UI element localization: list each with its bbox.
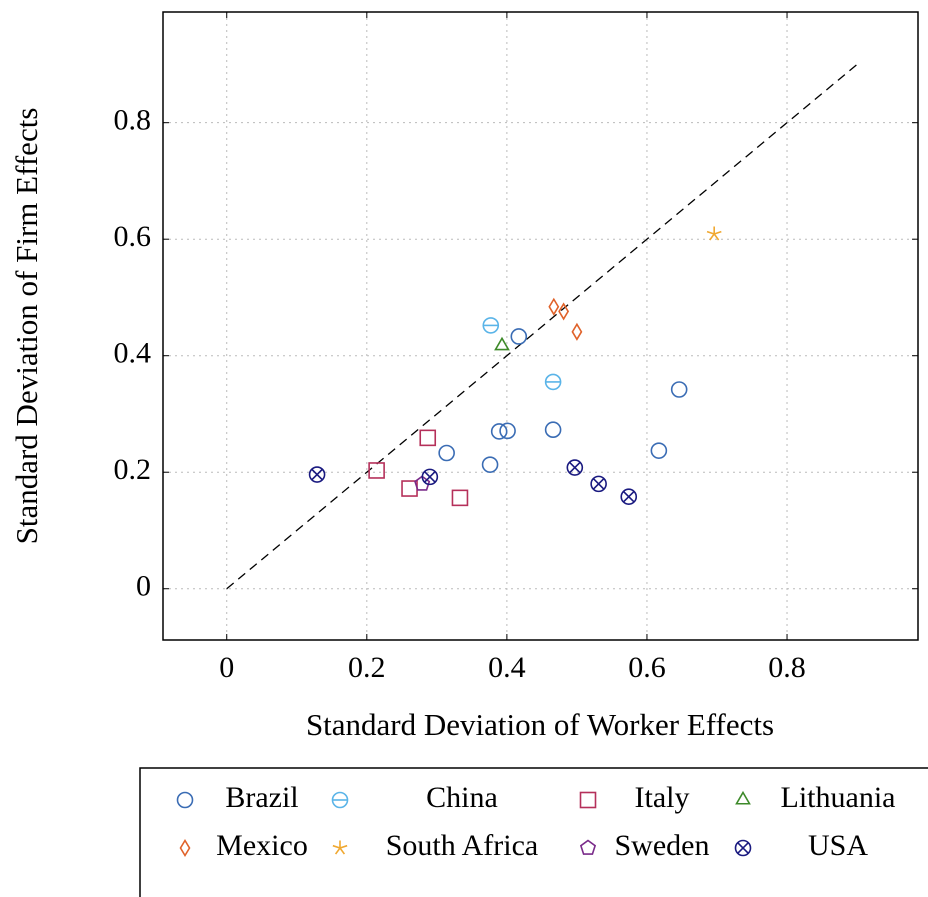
y-tick-label: 0.6 xyxy=(114,220,152,253)
data-point xyxy=(414,475,431,491)
data-point xyxy=(590,475,607,493)
legend-marker xyxy=(735,790,751,805)
x-tick-label: 0.2 xyxy=(348,651,386,684)
marker-shape xyxy=(544,421,562,438)
legend-marker xyxy=(734,839,752,857)
data-point xyxy=(544,373,562,391)
data-point xyxy=(706,226,722,241)
data-point xyxy=(499,422,516,440)
data-point xyxy=(670,381,688,398)
marker-shape xyxy=(332,840,348,855)
x-tick-label: 0.8 xyxy=(768,651,806,684)
marker-shape xyxy=(176,791,194,809)
marker-shape xyxy=(558,302,570,321)
marker-shape xyxy=(590,475,607,493)
data-point xyxy=(571,322,583,341)
marker-shape xyxy=(650,442,668,459)
legend-box xyxy=(139,767,928,897)
data-point xyxy=(451,489,469,507)
marker-shape xyxy=(566,459,584,476)
marker-shape xyxy=(568,461,581,474)
marker-shape xyxy=(311,468,323,481)
marker-shape xyxy=(494,336,510,351)
marker-shape xyxy=(579,839,597,855)
legend-marker xyxy=(579,791,597,809)
marker-shape xyxy=(548,297,560,316)
marker-shape xyxy=(419,429,437,447)
legend-label: Lithuania xyxy=(781,781,896,814)
y-axis-label: Standard Deviation of Firm Effects xyxy=(9,108,44,545)
x-tick-label: 0.6 xyxy=(628,651,666,684)
data-point xyxy=(494,336,510,351)
marker-shape xyxy=(368,462,385,479)
x-tick-label: 0 xyxy=(219,651,234,684)
y-tick-label: 0.4 xyxy=(114,337,152,370)
legend-marker xyxy=(331,791,349,809)
legend-label: Italy xyxy=(635,781,690,814)
data-point xyxy=(510,328,528,345)
legend-marker xyxy=(579,839,597,855)
data-point xyxy=(566,459,584,476)
legend-label: China xyxy=(426,781,498,814)
y-tick-label: 0.8 xyxy=(114,104,152,137)
data-point xyxy=(438,444,455,462)
marker-shape xyxy=(734,839,752,857)
marker-shape xyxy=(499,422,516,440)
marker-shape xyxy=(737,842,749,854)
data-point xyxy=(481,456,499,473)
legend-label: Mexico xyxy=(216,829,308,862)
x-axis-label: Standard Deviation of Worker Effects xyxy=(306,707,774,742)
data-point xyxy=(548,297,560,316)
marker-shape xyxy=(308,466,326,483)
data-point xyxy=(419,429,437,447)
data-point xyxy=(482,317,500,334)
marker-shape xyxy=(670,381,688,398)
marker-shape xyxy=(438,444,455,462)
data-point xyxy=(620,488,638,505)
legend-label: USA xyxy=(808,829,868,862)
data-point xyxy=(490,423,508,440)
marker-shape xyxy=(179,838,191,858)
legend-marker xyxy=(176,791,194,809)
data-point xyxy=(544,421,562,438)
y-tick-label: 0.2 xyxy=(114,453,152,486)
marker-shape xyxy=(414,475,431,491)
marker-shape xyxy=(592,478,605,490)
data-point xyxy=(421,468,439,486)
marker-shape xyxy=(735,790,751,805)
x-tick-label: 0.4 xyxy=(488,651,526,684)
data-point xyxy=(650,442,668,459)
marker-shape xyxy=(481,456,499,473)
marker-shape xyxy=(622,490,635,503)
plot-frame xyxy=(162,11,919,641)
marker-shape xyxy=(620,488,638,505)
marker-shape xyxy=(571,322,583,341)
reference-line xyxy=(226,63,858,590)
marker-shape xyxy=(579,791,597,809)
marker-shape xyxy=(490,423,508,440)
marker-shape xyxy=(451,489,469,507)
data-point xyxy=(558,302,570,321)
legend-label: South Africa xyxy=(386,829,538,862)
marker-shape xyxy=(510,328,528,345)
legend-label: Brazil xyxy=(225,781,298,814)
data-point xyxy=(368,462,385,479)
marker-shape xyxy=(421,468,439,486)
marker-shape xyxy=(706,226,722,241)
data-point xyxy=(308,466,326,483)
legend-label: Sweden xyxy=(615,829,710,862)
legend-marker xyxy=(179,838,191,858)
y-tick-label: 0 xyxy=(136,570,151,603)
marker-shape xyxy=(423,471,436,483)
legend-marker xyxy=(332,840,348,855)
